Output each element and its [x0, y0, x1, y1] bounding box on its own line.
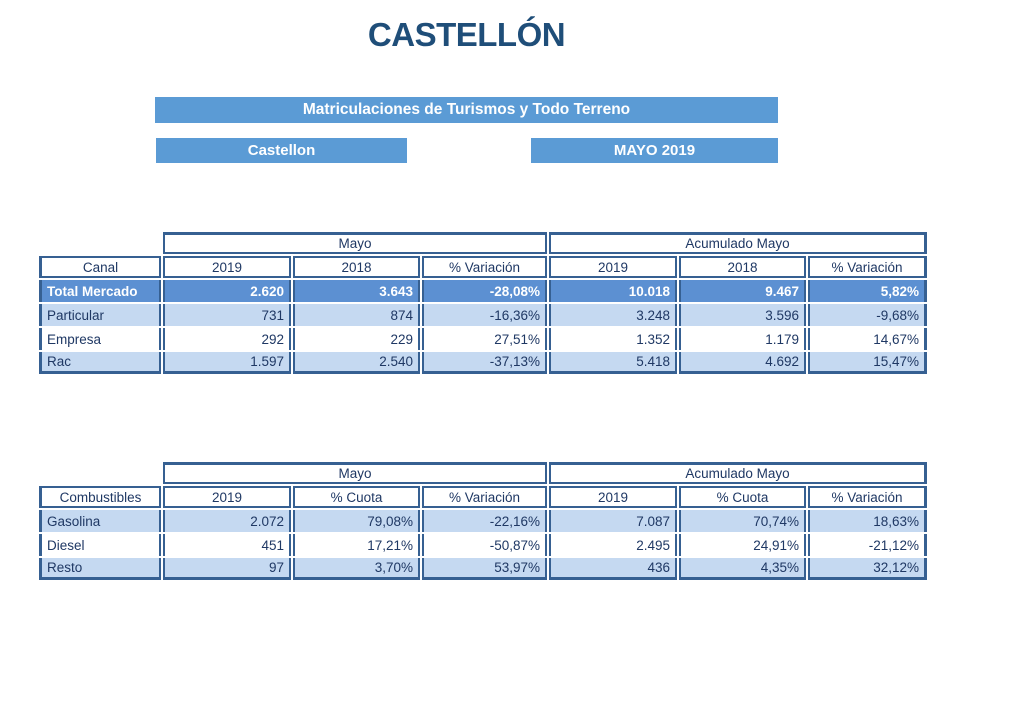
cell-value: 17,21%	[293, 534, 420, 556]
cell-value: 292	[163, 328, 291, 350]
cell-value: 97	[163, 558, 291, 580]
cell-value: 2.620	[163, 280, 291, 302]
cell-value: 3.596	[679, 304, 807, 326]
row-label: Resto	[39, 558, 161, 580]
group-header-row: Mayo Acumulado Mayo	[39, 462, 928, 484]
cell-value: 3.248	[549, 304, 678, 326]
column-header: 2018	[679, 256, 807, 278]
cell-value: 32,12%	[808, 558, 928, 580]
row-label: Gasolina	[39, 510, 161, 532]
group-header: Mayo	[163, 232, 548, 254]
cell-value: 874	[293, 304, 420, 326]
cell-value: 3,70%	[293, 558, 420, 580]
cell-value: 451	[163, 534, 291, 556]
cell-value: 2.540	[293, 352, 420, 374]
canal-table-section: Mayo Acumulado Mayo Canal 2019 2018% Variaci…	[37, 230, 930, 376]
cell-value: 14,67%	[808, 328, 928, 350]
cell-value: 3.643	[293, 280, 420, 302]
cell-value: 1.179	[679, 328, 807, 350]
group-header: Acumulado Mayo	[549, 462, 928, 484]
table-row: Diesel 451 17,21% -50,87% 2.495 24,91% -21,12%	[39, 534, 928, 556]
cell-value: 15,47%	[808, 352, 928, 374]
cell-value: -16,36%	[422, 304, 548, 326]
cell-value: 4,35%	[679, 558, 807, 580]
row-label: Particular	[39, 304, 161, 326]
group-header: Acumulado Mayo	[549, 232, 928, 254]
column-header-row: Combustibles 2019% Cuota% Variación 2019% …	[39, 486, 928, 508]
cell-value: 70,74%	[679, 510, 807, 532]
cell-value: -9,68%	[808, 304, 928, 326]
column-header: 2019	[549, 486, 678, 508]
cell-value: 79,08%	[293, 510, 420, 532]
column-header: 2018	[293, 256, 420, 278]
cell-value: 18,63%	[808, 510, 928, 532]
cell-value: -22,16%	[422, 510, 548, 532]
cell-value: 5,82%	[808, 280, 928, 302]
cell-value: -28,08%	[422, 280, 548, 302]
combustibles-table: Mayo Acumulado Mayo Combustibles 2019% Cuot…	[37, 460, 930, 582]
cell-value: 27,51%	[422, 328, 548, 350]
region-label: Castellon	[156, 138, 407, 163]
column-header: 2019	[163, 256, 291, 278]
group-header-row: Mayo Acumulado Mayo	[39, 232, 928, 254]
table-row: Total Mercado 2.620 3.643 -28,08% 10.018 9.46…	[39, 280, 928, 302]
period-label: MAYO 2019	[531, 138, 778, 163]
banner-title: Matriculaciones de Turismos y Todo Terre…	[155, 97, 778, 123]
column-header: Combustibles	[39, 486, 161, 508]
cell-value: 53,97%	[422, 558, 548, 580]
corner-spacer	[39, 232, 161, 254]
cell-value: -21,12%	[808, 534, 928, 556]
row-label: Diesel	[39, 534, 161, 556]
cell-value: 4.692	[679, 352, 807, 374]
page-title: CASTELLÓN	[367, 16, 566, 53]
cell-value: 24,91%	[679, 534, 807, 556]
cell-value: 2.072	[163, 510, 291, 532]
cell-value: 731	[163, 304, 291, 326]
combustibles-table-section: Mayo Acumulado Mayo Combustibles 2019% Cuot…	[37, 460, 930, 582]
cell-value: 10.018	[549, 280, 678, 302]
cell-value: 5.418	[549, 352, 678, 374]
table-row: Empresa 292 229 27,51% 1.352 1.179 14,67%	[39, 328, 928, 350]
row-label: Empresa	[39, 328, 161, 350]
cell-value: 1.597	[163, 352, 291, 374]
cell-value: 436	[549, 558, 678, 580]
column-header: % Variación	[422, 256, 548, 278]
cell-value: 9.467	[679, 280, 807, 302]
table-row: Resto 97 3,70% 53,97% 436 4,35% 32,12%	[39, 558, 928, 580]
row-label: Rac	[39, 352, 161, 374]
cell-value: 1.352	[549, 328, 678, 350]
column-header: % Variación	[808, 486, 928, 508]
column-header: % Variación	[422, 486, 548, 508]
column-header-row: Canal 2019 2018% Variación 2019 2018% Variac…	[39, 256, 928, 278]
column-header: Canal	[39, 256, 161, 278]
corner-spacer	[39, 462, 161, 484]
canal-table: Mayo Acumulado Mayo Canal 2019 2018% Variaci…	[37, 230, 930, 376]
column-header: 2019	[549, 256, 678, 278]
column-header: 2019	[163, 486, 291, 508]
cell-value: 229	[293, 328, 420, 350]
column-header: % Cuota	[679, 486, 807, 508]
group-header: Mayo	[163, 462, 548, 484]
column-header: % Variación	[808, 256, 928, 278]
cell-value: -37,13%	[422, 352, 548, 374]
table-row: Rac 1.597 2.540 -37,13% 5.418 4.692 15,47%	[39, 352, 928, 374]
table-row: Particular 731 874 -16,36% 3.248 3.596 -9,68%	[39, 304, 928, 326]
cell-value: 2.495	[549, 534, 678, 556]
row-label: Total Mercado	[39, 280, 161, 302]
cell-value: -50,87%	[422, 534, 548, 556]
table-row: Gasolina 2.072 79,08% -22,16% 7.087 70,74% 18,…	[39, 510, 928, 532]
cell-value: 7.087	[549, 510, 678, 532]
column-header: % Cuota	[293, 486, 420, 508]
